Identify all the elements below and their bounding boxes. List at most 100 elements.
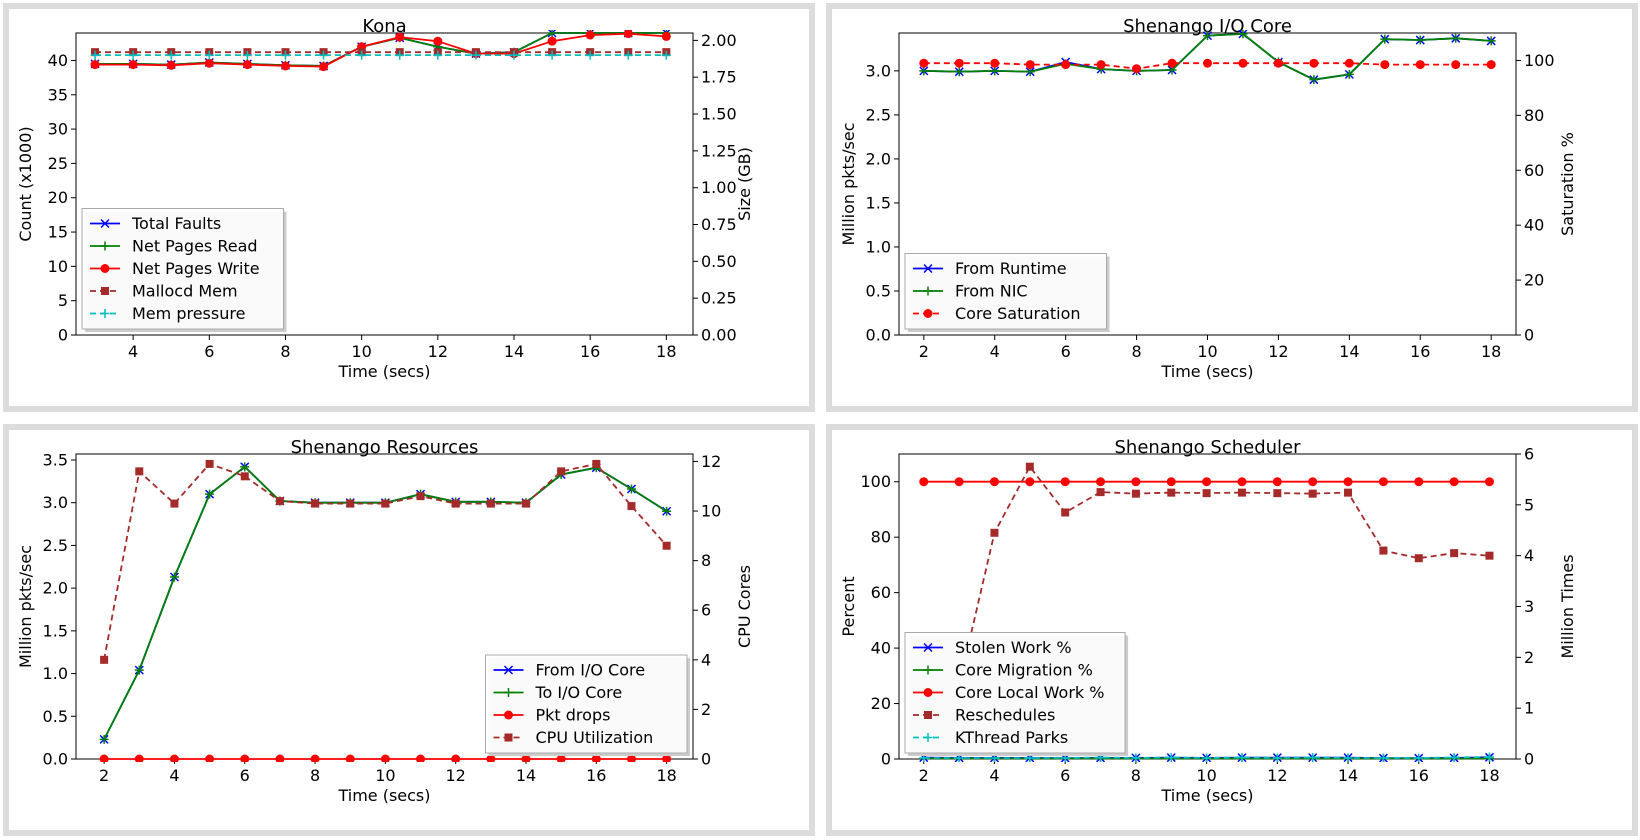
y2-tick-label: 1.75	[701, 68, 737, 87]
data-point	[1309, 75, 1319, 85]
data-point	[280, 61, 290, 71]
data-point	[1131, 477, 1141, 487]
data-point	[919, 58, 929, 68]
data-point	[1096, 60, 1106, 70]
data-point	[547, 36, 557, 46]
data-point	[486, 499, 495, 508]
legend-swatch-marker	[923, 263, 933, 274]
data-point	[585, 30, 595, 40]
data-point	[204, 50, 214, 60]
y2-tick-label: 20	[1524, 271, 1544, 290]
legend: From I/O Core To I/O Core Pkt drops CPU Uti…	[485, 654, 690, 756]
data-point	[1166, 477, 1176, 487]
series-from-nic	[919, 30, 1496, 85]
data-point	[395, 50, 405, 60]
legend-item: KThread Parks	[913, 728, 1068, 747]
legend-label: From NIC	[955, 282, 1028, 301]
data-point	[662, 506, 672, 516]
x-tick-label: 4	[990, 342, 1000, 361]
chart-panel-io-core: 2 4 6 8 10 12 14 16 18 0.0 0.5 1.0 1.5 2.0 2.5 3.0 0 20 40…	[826, 3, 1638, 412]
data-point	[662, 754, 672, 762]
data-point	[1378, 477, 1388, 487]
y2-tick-label: 0.25	[701, 289, 737, 308]
data-point	[1273, 58, 1283, 68]
data-point	[1414, 554, 1423, 563]
legend-item: CPU Utilization	[493, 728, 653, 747]
data-point	[1343, 753, 1353, 762]
data-point	[311, 499, 320, 508]
legend-item: Mem pressure	[90, 304, 245, 323]
data-point	[954, 477, 964, 487]
x-axis-label: Time (secs)	[1160, 362, 1253, 381]
y2-tick-label: 1	[1524, 699, 1534, 718]
x-tick-label: 18	[1481, 342, 1501, 361]
y-tick-label: 60	[871, 583, 891, 602]
y-tick-label: 1.0	[866, 237, 891, 256]
legend-item: Pkt drops	[493, 706, 610, 725]
data-point	[661, 50, 671, 60]
data-point	[919, 477, 929, 487]
y2-tick-label: 60	[1524, 161, 1544, 180]
y2-tick-label: 6	[1524, 445, 1534, 464]
y2-tick-label: 100	[1524, 51, 1555, 70]
legend-label: Core Local Work %	[955, 683, 1104, 702]
data-point	[557, 467, 566, 476]
data-point	[626, 484, 636, 494]
data-point	[1203, 31, 1212, 41]
legend-item: Reschedules	[913, 706, 1055, 725]
data-point	[1380, 34, 1390, 44]
data-point	[1378, 753, 1388, 762]
data-point	[1202, 753, 1212, 762]
data-point	[134, 754, 144, 762]
y2-tick-label: 4	[1524, 546, 1534, 565]
legend-item: Mallocd Mem	[90, 282, 238, 301]
data-point	[1273, 489, 1282, 498]
y2-tick-label: 0	[1524, 750, 1534, 769]
data-point	[1237, 477, 1247, 487]
legend: Stolen Work % Core Migration % Core Local …	[904, 632, 1129, 756]
x-tick-label: 10	[351, 342, 371, 361]
data-point	[99, 754, 109, 762]
y-tick-label: 0	[881, 750, 891, 769]
y-axis-label: Percent	[839, 576, 858, 636]
legend-label: Total Faults	[131, 214, 221, 233]
data-point	[1025, 477, 1035, 487]
data-point	[240, 472, 249, 481]
data-point	[346, 499, 355, 508]
data-point	[990, 528, 999, 537]
data-point	[169, 572, 179, 582]
data-point	[626, 754, 636, 762]
data-point	[1484, 477, 1494, 487]
data-point	[1486, 36, 1496, 46]
legend-label: Mallocd Mem	[132, 282, 238, 301]
data-point	[990, 58, 1000, 68]
y2-tick-label: 0.50	[701, 252, 737, 271]
data-point	[1451, 33, 1461, 43]
legend-swatch-marker	[101, 287, 109, 295]
legend-item: Core Saturation	[913, 304, 1081, 323]
data-point	[989, 477, 999, 487]
legend-label: Mem pressure	[132, 304, 245, 323]
legend-label: From Runtime	[955, 259, 1067, 278]
y-tick-label: 3.0	[866, 61, 891, 80]
x-tick-label: 14	[504, 342, 524, 361]
data-point	[416, 754, 426, 762]
x-tick-label: 18	[656, 766, 676, 785]
data-point	[416, 492, 425, 501]
data-point	[204, 58, 214, 68]
y2-axis-label: Size (GB)	[735, 147, 754, 221]
legend-label: KThread Parks	[955, 728, 1068, 747]
x-tick-label: 18	[1479, 766, 1499, 785]
legend-item: Core Local Work %	[913, 683, 1104, 702]
data-point	[319, 50, 329, 60]
data-point	[205, 754, 215, 762]
data-point	[381, 499, 390, 508]
data-point	[1343, 477, 1353, 487]
legend-item: Net Pages Write	[90, 259, 260, 278]
data-point	[1237, 488, 1246, 497]
series-core-local-work	[919, 477, 1494, 487]
data-point	[310, 754, 320, 762]
x-tick-label: 2	[99, 766, 109, 785]
x-tick-label: 4	[128, 342, 138, 361]
x-tick-label: 6	[1061, 342, 1071, 361]
